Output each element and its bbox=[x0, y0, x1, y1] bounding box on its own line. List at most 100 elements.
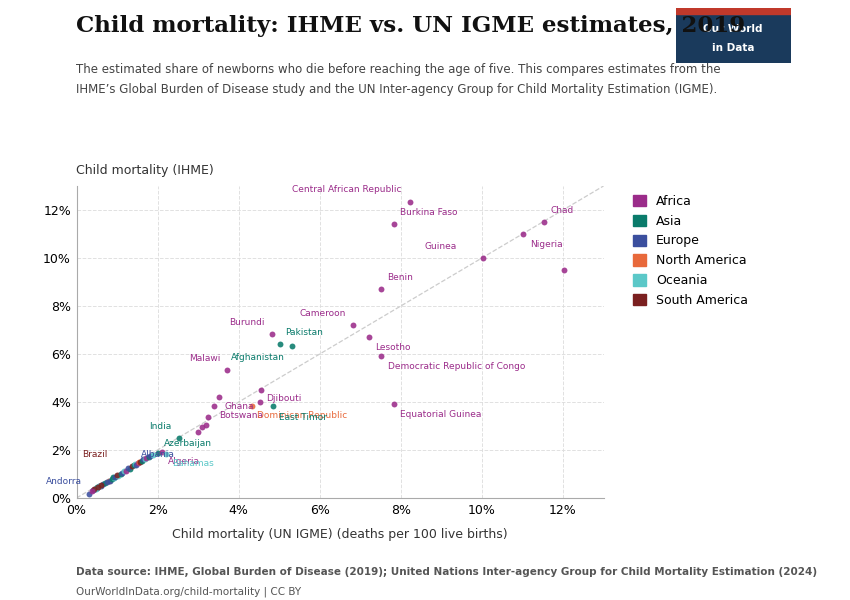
Text: East Timor: East Timor bbox=[279, 413, 326, 422]
Point bbox=[122, 463, 135, 473]
Text: Pakistan: Pakistan bbox=[286, 328, 324, 337]
Point bbox=[92, 482, 105, 491]
Point bbox=[151, 449, 165, 458]
Point bbox=[128, 460, 142, 469]
X-axis label: Child mortality (UN IGME) (deaths per 100 live births): Child mortality (UN IGME) (deaths per 10… bbox=[173, 527, 507, 541]
Point bbox=[375, 351, 388, 361]
Text: Guinea: Guinea bbox=[424, 242, 456, 251]
Point bbox=[375, 284, 388, 293]
Text: Central African Republic: Central African Republic bbox=[292, 185, 401, 194]
Point bbox=[139, 454, 153, 463]
Point bbox=[106, 473, 120, 482]
Point bbox=[129, 460, 143, 470]
Point bbox=[517, 229, 530, 238]
Point bbox=[105, 475, 119, 484]
Point bbox=[102, 476, 116, 485]
Point bbox=[98, 478, 111, 488]
Point bbox=[220, 365, 234, 375]
Legend: Africa, Asia, Europe, North America, Oceania, South America: Africa, Asia, Europe, North America, Oce… bbox=[631, 192, 751, 310]
Text: Azerbaijan: Azerbaijan bbox=[164, 439, 212, 448]
Text: Andorra: Andorra bbox=[46, 477, 82, 486]
Point bbox=[146, 450, 160, 460]
Text: Algeria: Algeria bbox=[168, 457, 200, 466]
Point bbox=[119, 466, 133, 476]
Point bbox=[133, 457, 146, 467]
Point bbox=[96, 479, 110, 489]
Point bbox=[191, 427, 205, 437]
Point bbox=[131, 458, 145, 468]
Point bbox=[136, 455, 150, 464]
Point bbox=[126, 461, 139, 471]
Point bbox=[266, 401, 280, 411]
Point bbox=[212, 392, 226, 401]
Point bbox=[172, 433, 185, 442]
Point bbox=[94, 480, 108, 490]
Text: Lesotho: Lesotho bbox=[375, 343, 411, 352]
Point bbox=[160, 449, 173, 459]
Point bbox=[128, 461, 141, 470]
Point bbox=[90, 482, 104, 492]
Point bbox=[286, 341, 299, 351]
Point bbox=[245, 401, 258, 411]
Point bbox=[111, 471, 125, 481]
Text: Ghana: Ghana bbox=[224, 401, 254, 410]
Point bbox=[138, 454, 151, 464]
Point bbox=[346, 320, 360, 329]
Text: Dominican Republic: Dominican Republic bbox=[258, 411, 348, 420]
Point bbox=[94, 481, 108, 490]
Text: Our World: Our World bbox=[703, 24, 763, 34]
Point bbox=[557, 265, 570, 274]
Point bbox=[107, 473, 121, 483]
Point bbox=[196, 422, 209, 432]
Point bbox=[156, 447, 169, 457]
Text: Djibouti: Djibouti bbox=[267, 394, 302, 403]
Point bbox=[86, 485, 99, 495]
Point bbox=[103, 476, 116, 485]
Text: OurWorldInData.org/child-mortality | CC BY: OurWorldInData.org/child-mortality | CC … bbox=[76, 587, 302, 598]
Point bbox=[253, 397, 267, 406]
Bar bbox=[676, 8, 790, 14]
Text: Democratic Republic of Congo: Democratic Republic of Congo bbox=[388, 362, 525, 371]
Point bbox=[132, 457, 145, 466]
Text: Equatorial Guinea: Equatorial Guinea bbox=[400, 410, 482, 419]
Point bbox=[254, 385, 268, 394]
Point bbox=[144, 451, 157, 461]
Text: Botswana: Botswana bbox=[219, 411, 264, 420]
Text: Child mortality: IHME vs. UN IGME estimates, 2019: Child mortality: IHME vs. UN IGME estima… bbox=[76, 15, 745, 37]
Point bbox=[82, 490, 95, 499]
Point bbox=[114, 469, 128, 479]
Point bbox=[123, 464, 137, 473]
Point bbox=[135, 456, 149, 466]
Point bbox=[265, 329, 279, 339]
Text: in Data: in Data bbox=[711, 43, 755, 53]
Text: Burundi: Burundi bbox=[230, 319, 265, 328]
Text: Afghanistan: Afghanistan bbox=[231, 353, 286, 362]
Point bbox=[387, 219, 400, 229]
Point bbox=[88, 484, 101, 494]
Point bbox=[403, 197, 416, 207]
Text: Brazil: Brazil bbox=[82, 451, 107, 460]
Text: Cameroon: Cameroon bbox=[300, 309, 346, 318]
Text: IHME’s Global Burden of Disease study and the UN Inter-agency Group for Child Mo: IHME’s Global Burden of Disease study an… bbox=[76, 83, 717, 96]
Point bbox=[536, 217, 550, 226]
Point bbox=[91, 482, 105, 492]
Point bbox=[387, 399, 400, 409]
Point bbox=[362, 332, 376, 341]
Point bbox=[87, 485, 100, 494]
Point bbox=[476, 253, 490, 262]
Text: Malawi: Malawi bbox=[189, 355, 220, 364]
Point bbox=[110, 470, 124, 480]
Point bbox=[90, 483, 104, 493]
Point bbox=[100, 478, 114, 487]
Point bbox=[273, 339, 286, 349]
Point bbox=[117, 466, 131, 476]
Point bbox=[109, 473, 122, 482]
Text: Benin: Benin bbox=[387, 273, 413, 282]
Text: Albania: Albania bbox=[141, 451, 175, 460]
Point bbox=[85, 487, 99, 496]
Text: Burkina Faso: Burkina Faso bbox=[400, 208, 458, 217]
Text: Nigeria: Nigeria bbox=[530, 240, 563, 249]
Point bbox=[207, 401, 220, 411]
Point bbox=[115, 468, 128, 478]
Point bbox=[142, 452, 156, 461]
